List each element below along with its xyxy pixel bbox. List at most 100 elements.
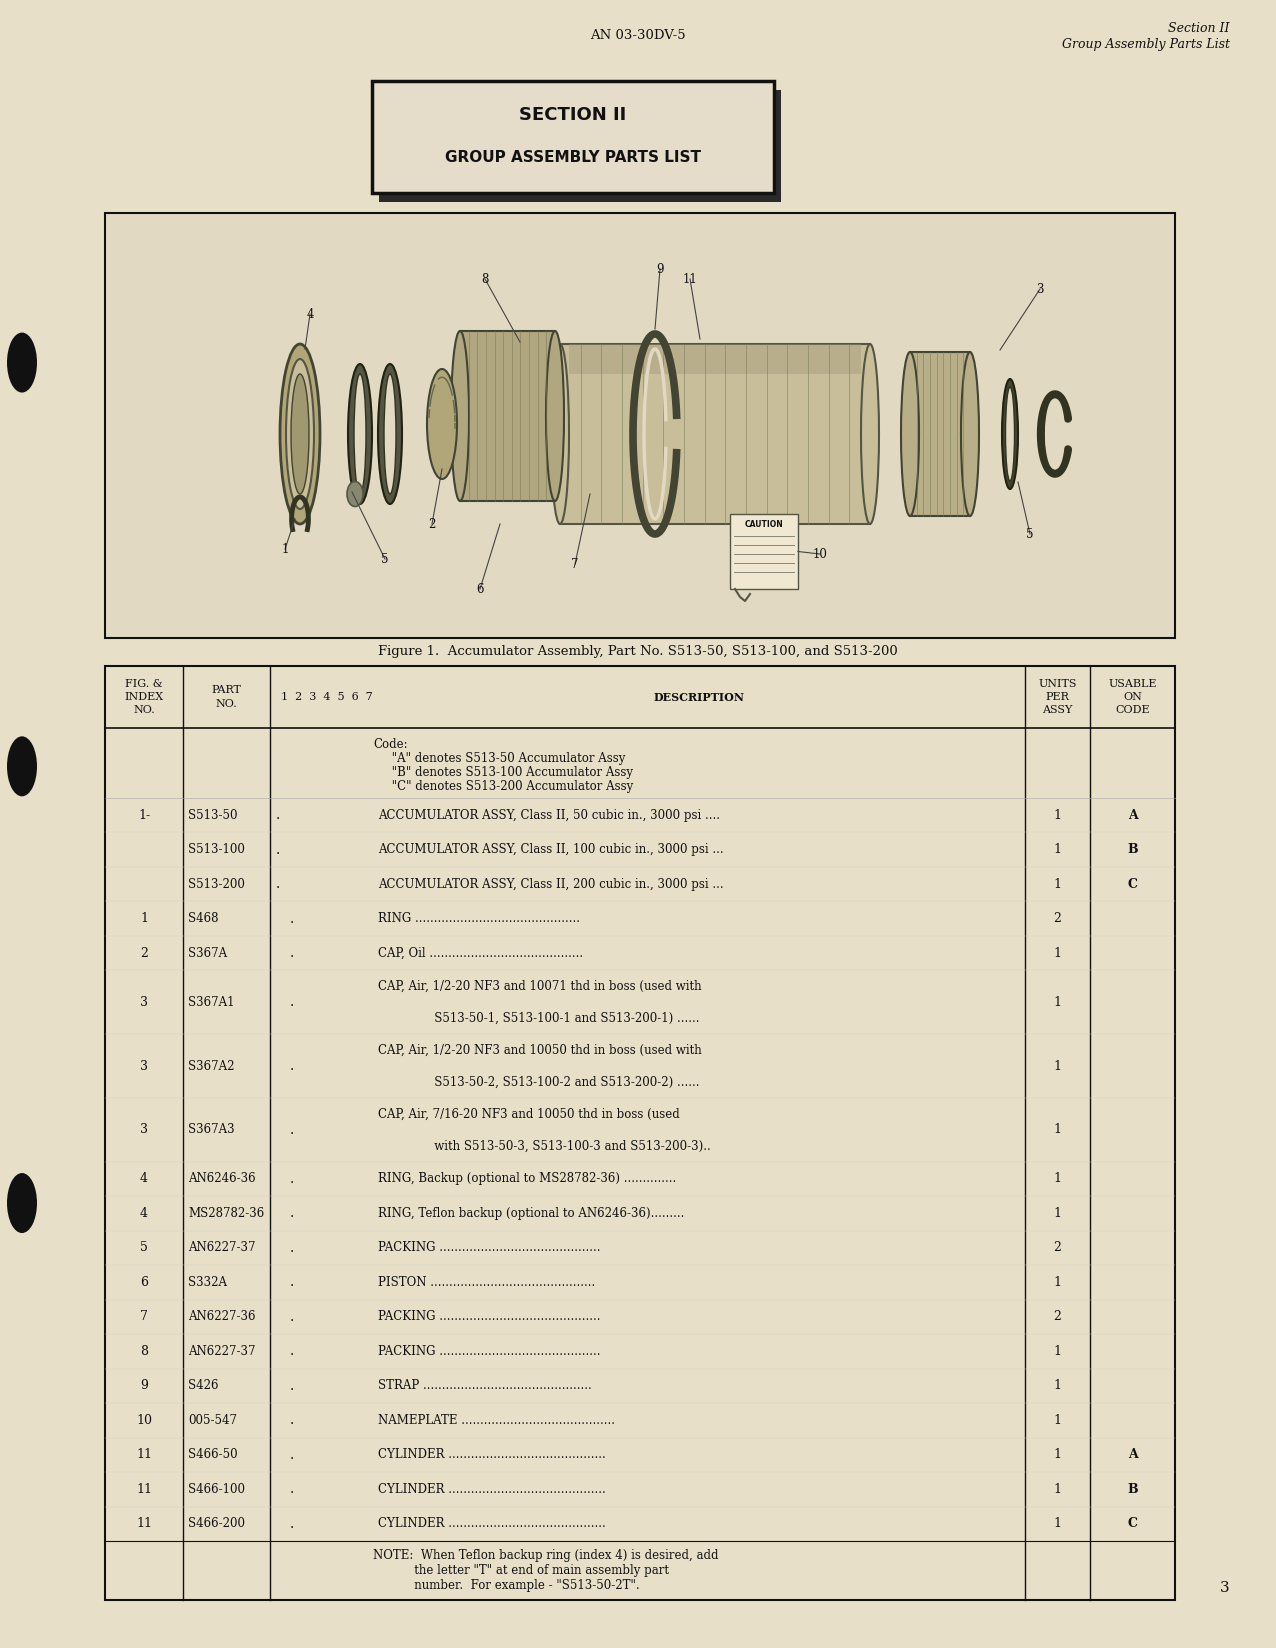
Text: 1: 1 bbox=[1054, 1060, 1062, 1073]
Text: 10: 10 bbox=[137, 1414, 152, 1427]
Text: 6: 6 bbox=[476, 582, 484, 595]
Text: B: B bbox=[1127, 1483, 1138, 1496]
Text: 1: 1 bbox=[1054, 1124, 1062, 1137]
Text: B: B bbox=[1127, 844, 1138, 857]
Text: ACCUMULATOR ASSY, Class II, 50 cubic in., 3000 psi ....: ACCUMULATOR ASSY, Class II, 50 cubic in.… bbox=[378, 809, 720, 822]
Text: .: . bbox=[290, 1310, 295, 1323]
Text: S332A: S332A bbox=[188, 1276, 227, 1289]
Text: .: . bbox=[290, 995, 295, 1009]
Text: Code:: Code: bbox=[373, 738, 407, 751]
Text: S367A1: S367A1 bbox=[188, 995, 235, 1009]
Text: 3: 3 bbox=[1036, 282, 1044, 295]
Text: S466-100: S466-100 bbox=[188, 1483, 245, 1496]
Text: .: . bbox=[290, 1206, 295, 1221]
Text: C: C bbox=[1128, 878, 1137, 890]
Text: ACCUMULATOR ASSY, Class II, 100 cubic in., 3000 psi ...: ACCUMULATOR ASSY, Class II, 100 cubic in… bbox=[378, 844, 723, 857]
Bar bbox=[105, 213, 1175, 638]
Text: 1: 1 bbox=[1054, 1172, 1062, 1185]
Text: PART
NO.: PART NO. bbox=[212, 686, 241, 709]
Text: RING, Backup (optional to MS28782-36) ..............: RING, Backup (optional to MS28782-36) ..… bbox=[378, 1172, 676, 1185]
Bar bbox=[373, 81, 775, 193]
Text: 1: 1 bbox=[1054, 1449, 1062, 1462]
Text: PACKING ...........................................: PACKING ................................… bbox=[378, 1310, 601, 1323]
Text: 1: 1 bbox=[1054, 1276, 1062, 1289]
Text: S513-50-1, S513-100-1 and S513-200-1) ......: S513-50-1, S513-100-1 and S513-200-1) ..… bbox=[378, 1012, 699, 1025]
Text: 3: 3 bbox=[140, 1060, 148, 1073]
Text: .: . bbox=[276, 842, 281, 857]
Ellipse shape bbox=[286, 359, 314, 509]
Text: 1: 1 bbox=[1054, 946, 1062, 959]
Text: CYLINDER ..........................................: CYLINDER ...............................… bbox=[378, 1449, 606, 1462]
Ellipse shape bbox=[961, 353, 979, 516]
Text: Figure 1.  Accumulator Assembly, Part No. S513-50, S513-100, and S513-200: Figure 1. Accumulator Assembly, Part No.… bbox=[378, 644, 898, 658]
Text: .: . bbox=[290, 1516, 295, 1531]
Text: .: . bbox=[290, 911, 295, 926]
Ellipse shape bbox=[546, 331, 564, 501]
Text: 5: 5 bbox=[140, 1241, 148, 1254]
Bar bbox=[379, 91, 781, 203]
Text: CAP, Oil .........................................: CAP, Oil ...............................… bbox=[378, 946, 583, 959]
Text: .: . bbox=[290, 1276, 295, 1289]
Text: DESCRIPTION: DESCRIPTION bbox=[653, 692, 744, 702]
Text: 1: 1 bbox=[1054, 844, 1062, 857]
Text: 8: 8 bbox=[481, 272, 489, 285]
Ellipse shape bbox=[6, 1173, 37, 1233]
Ellipse shape bbox=[1002, 379, 1018, 489]
Text: 2: 2 bbox=[429, 517, 435, 531]
Text: 5: 5 bbox=[1026, 527, 1034, 541]
Ellipse shape bbox=[450, 331, 470, 501]
Text: AN 03-30DV-5: AN 03-30DV-5 bbox=[591, 28, 685, 41]
Text: CYLINDER ..........................................: CYLINDER ...............................… bbox=[378, 1518, 606, 1531]
Text: 5: 5 bbox=[382, 552, 389, 565]
Text: "A" denotes S513-50 Accumulator Assy: "A" denotes S513-50 Accumulator Assy bbox=[373, 751, 625, 765]
Ellipse shape bbox=[378, 364, 402, 504]
Text: number.  For example - "S513-50-2T".: number. For example - "S513-50-2T". bbox=[373, 1579, 639, 1592]
Text: 1: 1 bbox=[1054, 1206, 1062, 1220]
Text: 1: 1 bbox=[1054, 809, 1062, 822]
Ellipse shape bbox=[348, 364, 373, 504]
Text: 2: 2 bbox=[1054, 1310, 1062, 1323]
Text: 1: 1 bbox=[1054, 1379, 1062, 1393]
Text: 3: 3 bbox=[140, 1124, 148, 1137]
Text: 1: 1 bbox=[1054, 878, 1062, 890]
Text: SECTION II: SECTION II bbox=[519, 105, 627, 124]
Ellipse shape bbox=[353, 374, 366, 494]
Ellipse shape bbox=[279, 344, 320, 524]
Ellipse shape bbox=[384, 374, 396, 494]
Ellipse shape bbox=[347, 481, 362, 506]
Text: Section II: Section II bbox=[1169, 21, 1230, 35]
Ellipse shape bbox=[6, 737, 37, 796]
Text: PACKING ...........................................: PACKING ................................… bbox=[378, 1241, 601, 1254]
Text: 005-547: 005-547 bbox=[188, 1414, 237, 1427]
Text: .: . bbox=[290, 1060, 295, 1073]
Text: AN6227-36: AN6227-36 bbox=[188, 1310, 255, 1323]
Text: .: . bbox=[290, 946, 295, 961]
Text: A: A bbox=[1128, 1449, 1137, 1462]
Text: S466-200: S466-200 bbox=[188, 1518, 245, 1531]
Text: 4: 4 bbox=[306, 308, 314, 320]
Text: S513-50-2, S513-100-2 and S513-200-2) ......: S513-50-2, S513-100-2 and S513-200-2) ..… bbox=[378, 1076, 699, 1089]
Text: 10: 10 bbox=[813, 547, 827, 560]
Ellipse shape bbox=[427, 369, 457, 480]
Ellipse shape bbox=[551, 344, 569, 524]
Text: 6: 6 bbox=[140, 1276, 148, 1289]
Text: 7: 7 bbox=[140, 1310, 148, 1323]
Text: FIG. &
INDEX
NO.: FIG. & INDEX NO. bbox=[125, 679, 163, 715]
Text: 1: 1 bbox=[1054, 995, 1062, 1009]
Text: 11: 11 bbox=[137, 1518, 152, 1531]
Text: 1: 1 bbox=[1054, 1518, 1062, 1531]
Text: 11: 11 bbox=[137, 1449, 152, 1462]
Text: 9: 9 bbox=[140, 1379, 148, 1393]
Bar bbox=[461, 331, 555, 501]
Text: 1  2  3  4  5  6  7: 1 2 3 4 5 6 7 bbox=[281, 692, 373, 702]
Bar bbox=[730, 514, 798, 588]
Ellipse shape bbox=[6, 333, 37, 392]
Text: "B" denotes S513-100 Accumulator Assy: "B" denotes S513-100 Accumulator Assy bbox=[373, 766, 633, 780]
Text: GROUP ASSEMBLY PARTS LIST: GROUP ASSEMBLY PARTS LIST bbox=[445, 150, 701, 165]
Text: S468: S468 bbox=[188, 913, 218, 925]
Text: with S513-50-3, S513-100-3 and S513-200-3)..: with S513-50-3, S513-100-3 and S513-200-… bbox=[378, 1139, 711, 1152]
Text: AN6246-36: AN6246-36 bbox=[188, 1172, 255, 1185]
Text: 4: 4 bbox=[140, 1206, 148, 1220]
Text: S367A2: S367A2 bbox=[188, 1060, 235, 1073]
Text: .: . bbox=[290, 1241, 295, 1254]
